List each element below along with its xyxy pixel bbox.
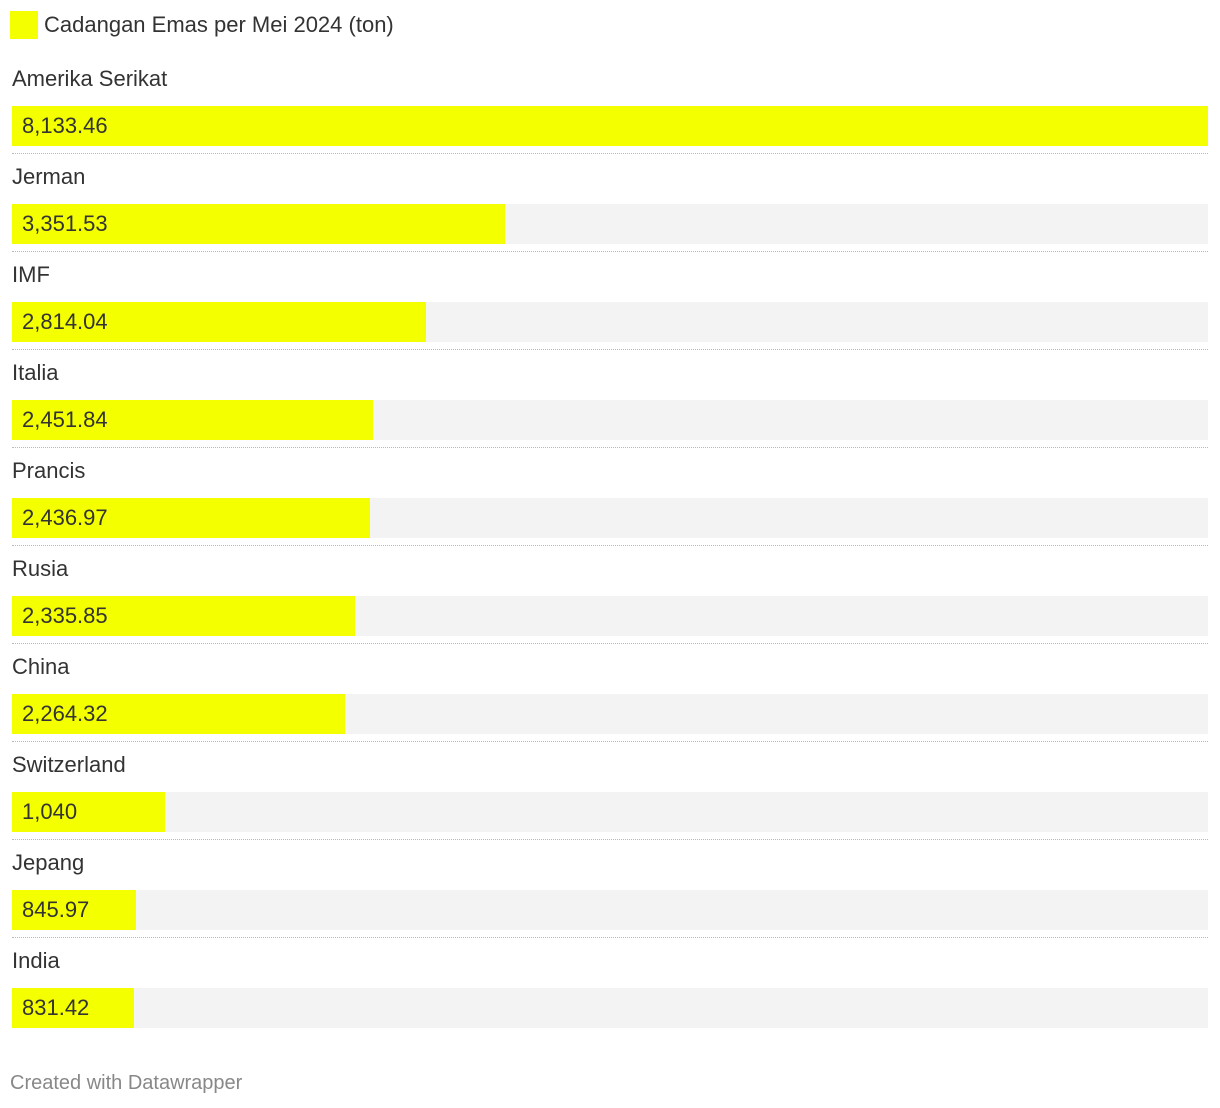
row-divider (12, 839, 1208, 840)
bar (12, 988, 134, 1028)
category-label: Rusia (12, 556, 69, 581)
bar (12, 890, 136, 930)
bar-track: 2,814.04 (12, 302, 1208, 342)
bar-row: China 2,264.32 (12, 650, 1208, 748)
bar-track: 2,264.32 (12, 694, 1208, 734)
legend-label: Cadangan Emas per Mei 2024 (ton) (44, 12, 394, 37)
category-label: Jerman (12, 164, 86, 189)
bar-track: 2,451.84 (12, 400, 1208, 440)
bar-row: Jepang 845.97 (12, 846, 1208, 944)
bar-value-label: 2,451.84 (22, 407, 108, 432)
row-divider (12, 349, 1208, 350)
bar-track: 831.42 (12, 988, 1208, 1028)
bar-chart: Amerika Serikat 8,133.46 Jerman 3,351.53 IMF… (12, 62, 1208, 1042)
bar-row: Rusia 2,335.85 (12, 552, 1208, 650)
row-divider (12, 937, 1208, 938)
bar-value-label: 2,814.04 (22, 309, 108, 334)
bar-track: 845.97 (12, 890, 1208, 930)
bar (12, 498, 370, 538)
bar (12, 694, 345, 734)
category-label: IMF (12, 262, 50, 287)
bar-value-label: 2,335.85 (22, 603, 108, 628)
bar-value-label: 1,040 (22, 799, 78, 824)
bar-track: 2,436.97 (12, 498, 1208, 538)
row-divider (12, 251, 1208, 252)
bar-value-label: 8,133.46 (22, 113, 108, 138)
bar-track: 1,040 (12, 792, 1208, 832)
legend-swatch (10, 11, 38, 39)
category-label: Prancis (12, 458, 86, 483)
bar-row: India 831.42 (12, 944, 1208, 1042)
bar (12, 204, 505, 244)
bar-row: Amerika Serikat 8,133.46 (12, 62, 1208, 160)
bar-row: IMF 2,814.04 (12, 258, 1208, 356)
category-label: Jepang (12, 850, 85, 875)
row-divider (12, 643, 1208, 644)
category-label: Amerika Serikat (12, 66, 168, 91)
bar (12, 596, 355, 636)
bar-value-label: 845.97 (22, 897, 90, 922)
row-divider (12, 545, 1208, 546)
bar-track: 3,351.53 (12, 204, 1208, 244)
footer-credit: Created with Datawrapper (10, 1072, 243, 1094)
category-label: Italia (12, 360, 59, 385)
bar-row: Prancis 2,436.97 (12, 454, 1208, 552)
bar-value-label: 3,351.53 (22, 211, 108, 236)
row-divider (12, 447, 1208, 448)
category-label: India (12, 948, 60, 973)
bar-row: Italia 2,451.84 (12, 356, 1208, 454)
bar (12, 792, 165, 832)
row-divider (12, 741, 1208, 742)
bar (12, 302, 426, 342)
bar-track: 2,335.85 (12, 596, 1208, 636)
bar-value-label: 2,436.97 (22, 505, 108, 530)
bar-track: 8,133.46 (12, 106, 1208, 146)
bar-value-label: 831.42 (22, 995, 90, 1020)
bar (12, 106, 1208, 146)
bar (12, 400, 373, 440)
category-label: China (12, 654, 70, 679)
bar-row: Switzerland 1,040 (12, 748, 1208, 846)
bar-value-label: 2,264.32 (22, 701, 108, 726)
bar-row: Jerman 3,351.53 (12, 160, 1208, 258)
chart-legend: Cadangan Emas per Mei 2024 (ton) (10, 11, 394, 39)
row-divider (12, 153, 1208, 154)
category-label: Switzerland (12, 752, 126, 777)
